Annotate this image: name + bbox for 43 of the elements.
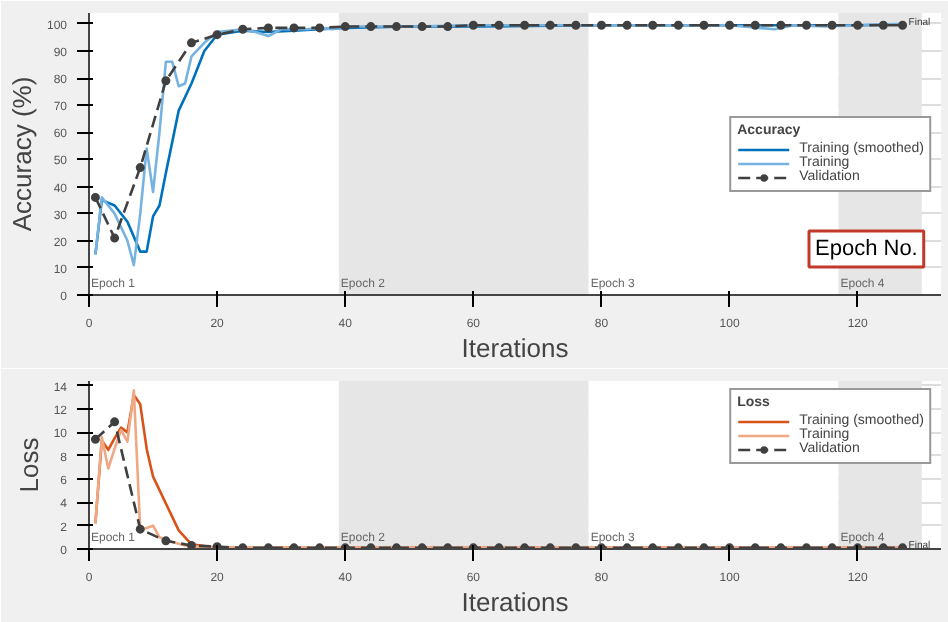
point <box>135 163 145 173</box>
point <box>827 20 837 30</box>
point <box>212 30 222 40</box>
point <box>898 20 908 30</box>
point <box>468 20 478 30</box>
point <box>750 20 760 30</box>
point <box>571 20 581 30</box>
point <box>90 434 100 444</box>
point <box>622 20 632 30</box>
point <box>110 417 120 427</box>
point <box>187 38 196 48</box>
point <box>853 20 863 30</box>
point <box>699 20 709 30</box>
point <box>161 536 171 546</box>
point <box>878 20 888 30</box>
point <box>673 20 683 30</box>
point <box>494 20 504 30</box>
point <box>110 233 120 243</box>
x-axis-title: Iterations <box>461 587 570 617</box>
y-axis-title: Accuracy (%) <box>6 76 37 232</box>
point <box>725 20 735 30</box>
point <box>443 22 453 32</box>
point <box>801 20 811 30</box>
point <box>545 20 555 30</box>
point <box>648 20 658 30</box>
point <box>391 22 401 32</box>
point <box>161 76 171 86</box>
point <box>366 22 376 32</box>
point <box>520 20 530 30</box>
y-axis-title: Loss <box>13 436 44 493</box>
point <box>289 23 299 33</box>
point <box>263 23 273 33</box>
point <box>135 524 145 534</box>
point <box>90 192 100 202</box>
point <box>315 23 325 33</box>
point <box>596 20 606 30</box>
annotation: Epoch No. <box>815 237 918 261</box>
x-axis-title: Iterations <box>461 333 570 363</box>
point <box>340 22 350 32</box>
point <box>417 22 427 32</box>
point <box>187 541 196 549</box>
point <box>238 24 248 34</box>
point <box>776 20 786 30</box>
